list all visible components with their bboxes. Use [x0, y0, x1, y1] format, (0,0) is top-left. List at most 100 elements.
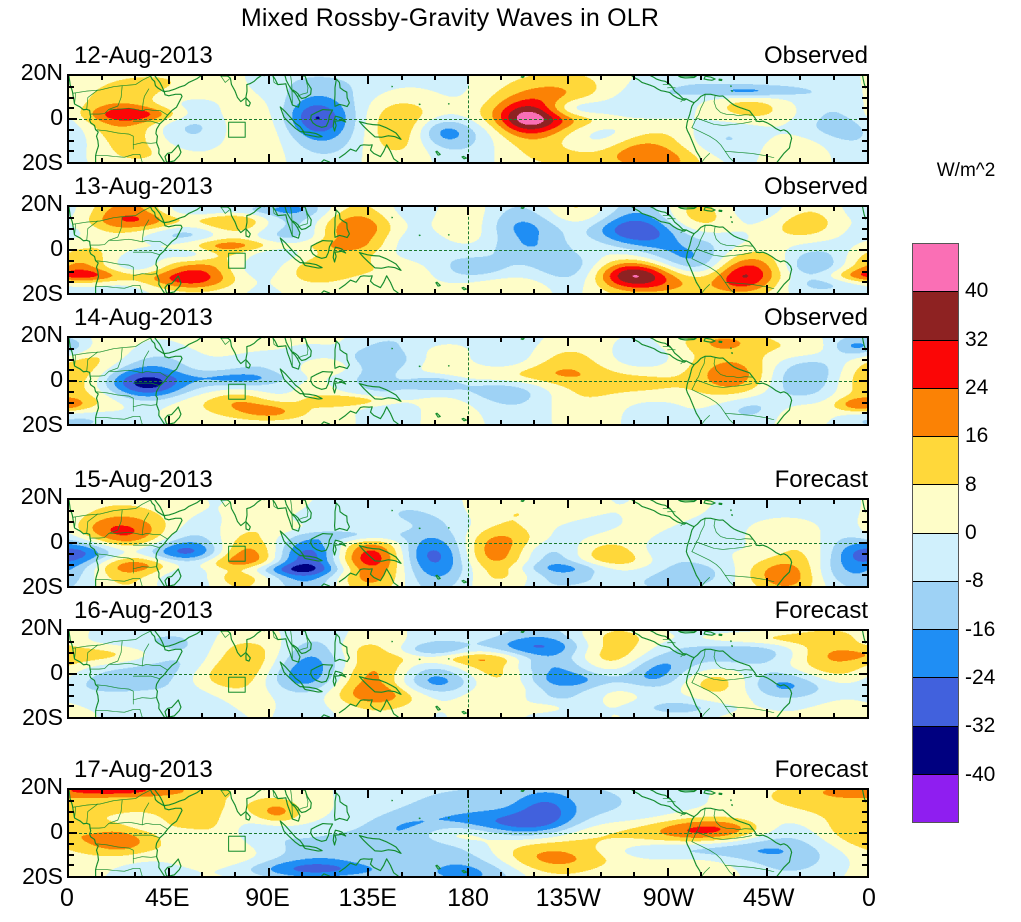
map-plot-area [67, 74, 869, 164]
x-tick [167, 500, 170, 508]
x-tick [134, 158, 137, 162]
x-tick [666, 631, 669, 639]
y-tick [69, 694, 74, 697]
x-tick [633, 872, 636, 876]
x-tick [200, 76, 203, 80]
y-tick [69, 412, 74, 415]
x-tick [167, 416, 170, 424]
x-tick [433, 289, 436, 293]
x-tick [533, 500, 536, 504]
x-tick [566, 790, 569, 798]
x-tick [832, 207, 835, 211]
x-tick [200, 207, 203, 211]
map-plot-area [67, 788, 869, 878]
x-tick [267, 868, 270, 876]
y-tick [862, 85, 867, 88]
colorbar-tick-label: -16 [965, 617, 996, 641]
x-tick [300, 872, 303, 876]
y-axis-tick-label: 20S [22, 863, 63, 889]
x-tick [566, 76, 569, 84]
x-tick [467, 154, 469, 162]
x-tick [333, 713, 336, 717]
y-axis-tick-label: 0 [50, 235, 63, 261]
y-tick [69, 673, 77, 675]
y-tick [69, 509, 74, 512]
x-tick [433, 207, 436, 211]
x-tick [400, 631, 403, 635]
x-tick [566, 868, 569, 876]
x-tick [101, 631, 104, 635]
y-tick [862, 216, 867, 219]
x-tick [699, 582, 702, 586]
y-tick [69, 832, 77, 834]
y-tick [862, 347, 867, 350]
y-axis-tick-label: 20N [20, 614, 63, 640]
x-tick [500, 338, 503, 342]
colorbar-tick-label: 0 [965, 521, 977, 544]
y-axis-tick-label: 0 [50, 104, 63, 130]
x-tick [433, 631, 436, 635]
y-tick [862, 358, 867, 361]
x-tick [566, 631, 569, 639]
colorbar-band [913, 726, 958, 775]
x-tick [367, 709, 370, 717]
x-tick [633, 338, 636, 342]
y-tick [862, 842, 867, 845]
x-tick [699, 790, 702, 794]
x-tick [167, 709, 170, 717]
page-title: Mixed Rossby-Gravity Waves in OLR [240, 4, 660, 32]
x-tick [666, 76, 669, 84]
colorbar-tick-label: 16 [965, 424, 989, 448]
map-panel: 12-Aug-2013 Observed 20N 0 20S [21, 42, 869, 175]
x-axis-tick-label: 90E [245, 884, 290, 912]
x-tick [766, 207, 769, 215]
panel-kind-label: Observed [763, 304, 868, 331]
y-tick [862, 139, 867, 142]
x-tick [799, 790, 802, 794]
x-tick [832, 338, 835, 342]
y-tick [69, 369, 74, 372]
x-tick [599, 76, 602, 80]
x-tick [433, 582, 436, 586]
x-tick [733, 500, 735, 504]
x-tick [300, 76, 303, 80]
x-tick [234, 76, 237, 80]
colorbar-tick-labels: 40 32 24 16 8 0 -8 -16 -24 -32 -40 [965, 243, 1021, 823]
y-axis-tick-label: 0 [50, 366, 63, 392]
x-tick [167, 207, 170, 215]
x-tick [533, 631, 536, 635]
x-tick [566, 154, 569, 162]
y-tick [862, 107, 867, 110]
colorbar-tick-label: 8 [965, 472, 977, 496]
x-tick [267, 207, 270, 215]
x-tick [666, 868, 669, 876]
x-tick [400, 338, 403, 342]
panel-kind-label: Forecast [774, 597, 868, 624]
x-tick [367, 868, 370, 876]
x-tick [234, 289, 237, 293]
x-tick [699, 420, 702, 424]
y-tick [69, 683, 74, 686]
x-tick [101, 790, 104, 794]
x-tick [134, 631, 137, 635]
x-tick [799, 582, 802, 586]
y-tick [862, 799, 867, 802]
x-tick [766, 338, 769, 346]
panel-date-label: 17-Aug-2013 [74, 756, 213, 783]
x-tick [799, 713, 802, 717]
x-tick [433, 713, 436, 717]
x-axis-tick-label: 180 [447, 884, 489, 912]
y-tick [69, 150, 74, 153]
x-tick [267, 709, 270, 717]
x-tick [566, 338, 569, 346]
x-axis-tick-label: 135E [338, 884, 397, 912]
x-tick [666, 338, 669, 346]
colorbar-tick-label: -24 [965, 666, 996, 689]
x-tick [500, 500, 503, 504]
x-tick [234, 713, 237, 717]
x-tick [400, 713, 403, 717]
y-tick [69, 574, 74, 577]
y-tick [862, 810, 867, 813]
x-tick [799, 872, 802, 876]
x-tick [699, 158, 702, 162]
